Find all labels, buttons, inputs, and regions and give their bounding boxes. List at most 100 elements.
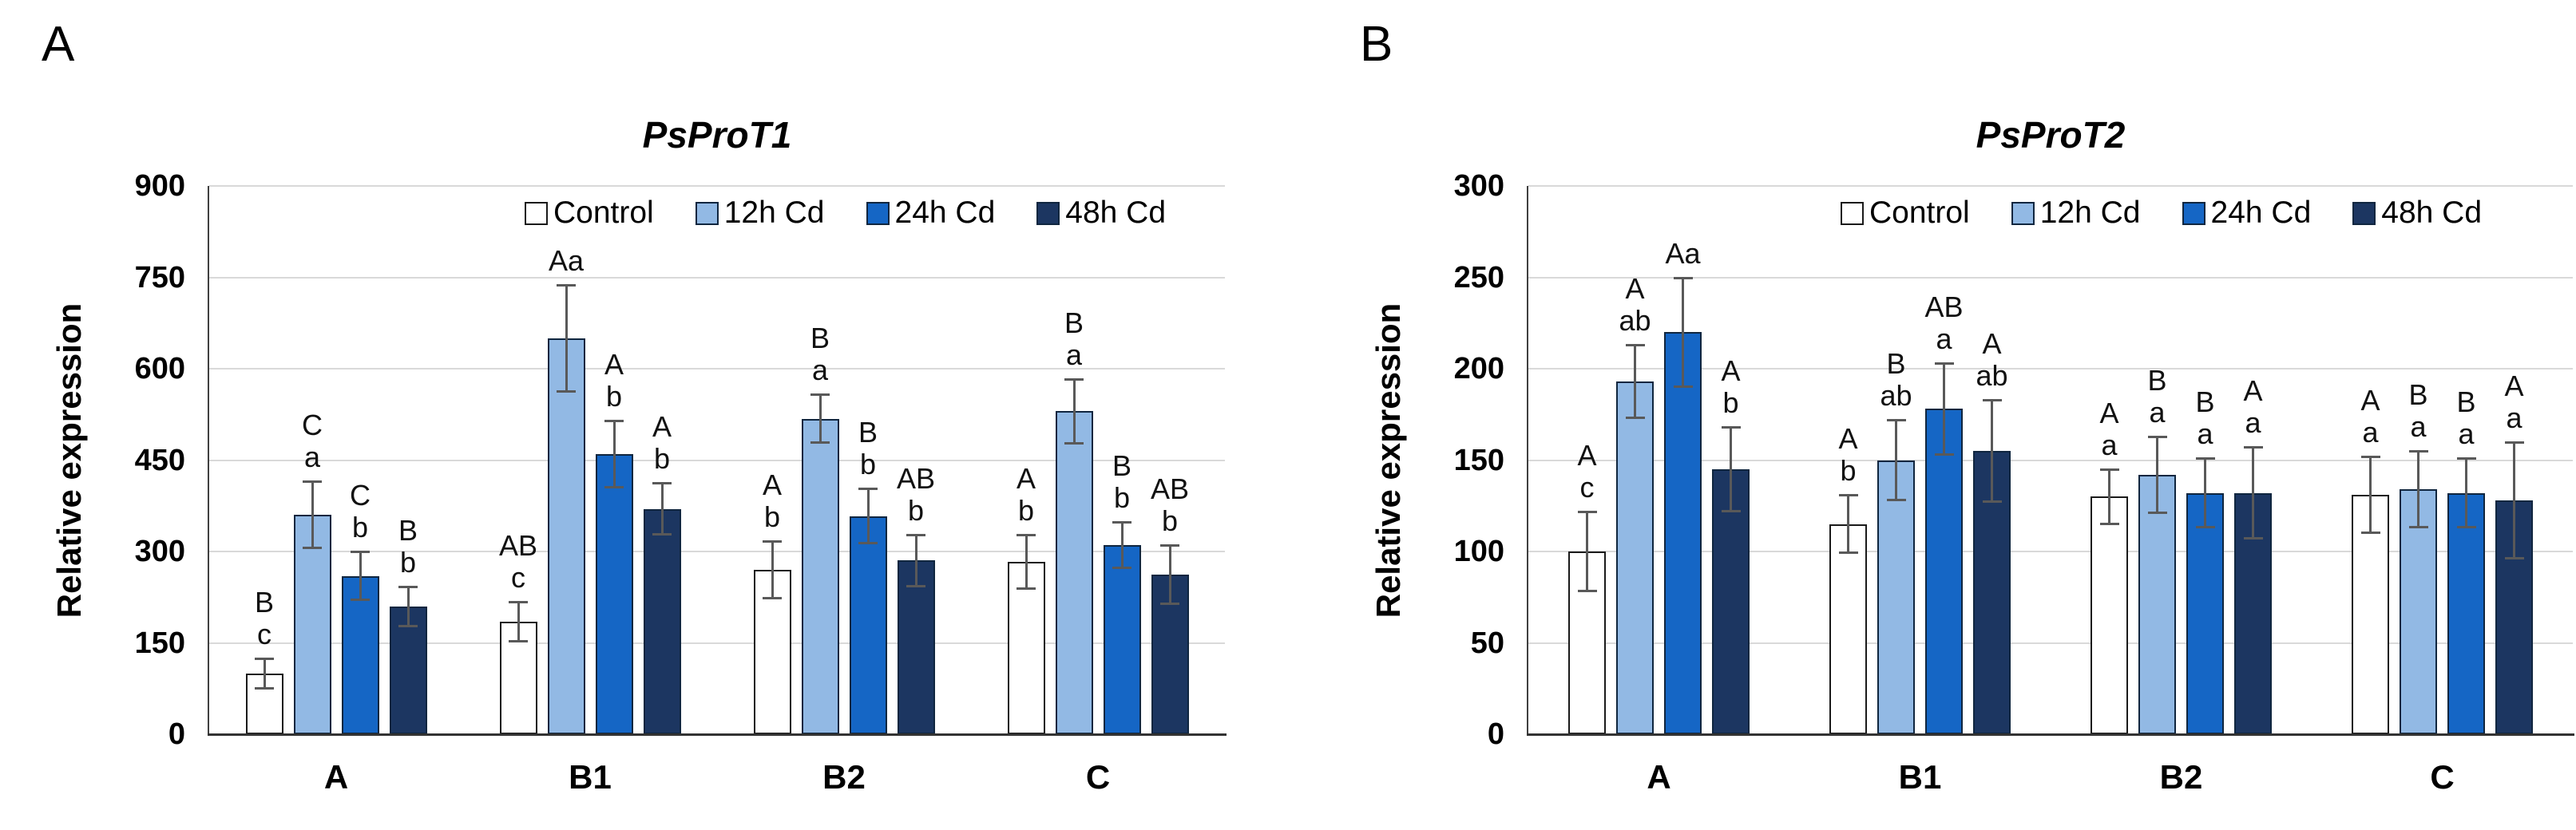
- error-bar-cap-top: [557, 283, 576, 287]
- gridline-250: [1528, 276, 2573, 279]
- bar-12h-cd-A: [1616, 381, 1654, 734]
- legend-swatch-control: [525, 201, 548, 225]
- error-bar-cap-top: [1982, 398, 2002, 401]
- bar-12h-cd-B1: [1877, 460, 1915, 734]
- bar-24h-cd-B1: [1925, 409, 1963, 734]
- error-bar: [517, 601, 520, 642]
- error-bar-cap-top: [1112, 521, 1131, 524]
- x-category-label-B2: B2: [2159, 758, 2203, 796]
- error-bar: [914, 534, 917, 587]
- error-bar: [2417, 451, 2419, 528]
- gridline-600: [209, 368, 1225, 370]
- error-bar-cap-top: [810, 393, 830, 397]
- legend-label: Control: [553, 196, 654, 230]
- gridline-450: [209, 459, 1225, 461]
- y-tick-label-750: 750: [134, 260, 185, 294]
- error-bar: [1682, 277, 1684, 387]
- error-bar-cap-bottom: [2099, 522, 2119, 525]
- error-bar-cap-top: [2408, 450, 2428, 453]
- error-bar-cap-bottom: [1673, 385, 1693, 388]
- error-bar: [2513, 441, 2515, 559]
- bar-12h-cd-B1: [547, 338, 585, 734]
- sig-letters: AB c: [498, 528, 538, 594]
- error-bar-cap-top: [2504, 441, 2524, 444]
- error-bar: [660, 482, 664, 536]
- error-bar-cap-bottom: [1838, 551, 1858, 555]
- error-bar-cap-top: [351, 551, 370, 553]
- error-bar-cap-bottom: [1886, 498, 1906, 501]
- error-bar: [771, 541, 774, 599]
- error-bar: [2369, 456, 2372, 534]
- legend-label: 12h Cd: [723, 196, 825, 230]
- error-bar: [1634, 345, 1636, 418]
- error-bar-cap-bottom: [1160, 602, 1179, 605]
- error-bar-cap-bottom: [763, 596, 782, 599]
- error-bar-cap-top: [763, 540, 782, 543]
- x-category-label-A: A: [323, 758, 349, 796]
- error-bar: [2465, 458, 2467, 528]
- error-bar-cap-bottom: [858, 542, 878, 545]
- error-bar-cap-top: [1721, 426, 1741, 429]
- y-tick-label-50: 50: [1470, 626, 1504, 660]
- bar-24h-cd-C: [1103, 545, 1141, 734]
- bar-48h-cd-B1: [643, 508, 681, 734]
- legend-swatch-48h-cd: [1036, 201, 1060, 225]
- gridline-150: [209, 642, 1225, 644]
- error-bar: [1586, 511, 1588, 592]
- bar-control-C: [1007, 561, 1045, 734]
- error-bar-cap-top: [2147, 435, 2167, 438]
- error-bar: [1120, 522, 1124, 569]
- error-bar-cap-top: [255, 657, 274, 660]
- bar-24h-cd-B2: [2186, 492, 2224, 734]
- y-tick-label-900: 900: [134, 169, 185, 203]
- legend-swatch-control: [1841, 201, 1864, 225]
- panel-letter-a: A: [42, 17, 75, 72]
- error-bar-cap-bottom: [1934, 453, 1954, 456]
- legend-item-24h-cd: 24h Cd: [866, 196, 995, 231]
- error-bar: [1024, 534, 1028, 590]
- panel-letter-b: B: [1360, 17, 1393, 72]
- error-bar-cap-top: [1017, 533, 1036, 536]
- gridline-100: [1528, 551, 2573, 552]
- legend-swatch-24h-cd: [2182, 201, 2205, 225]
- chart-title-psprot2: PsProT2: [1976, 114, 2126, 156]
- error-bar-cap-top: [1886, 419, 1906, 422]
- error-bar: [1730, 427, 1732, 512]
- error-bar-cap-top: [303, 480, 322, 484]
- legend-label: 48h Cd: [2381, 196, 2483, 230]
- sig-letters: Aa: [548, 243, 585, 277]
- error-bar-cap-top: [2243, 446, 2263, 449]
- x-category-label-B2: B2: [822, 758, 866, 796]
- error-bar-cap-top: [1064, 377, 1084, 381]
- error-bar: [1168, 545, 1171, 604]
- error-bar: [311, 481, 314, 549]
- error-bar-cap-bottom: [604, 485, 624, 488]
- bar-control-B2: [2091, 496, 2128, 734]
- sig-letters: AB b: [896, 461, 936, 527]
- error-bar-cap-top: [1934, 362, 1954, 366]
- error-bar: [1991, 399, 1993, 503]
- x-category-label-B1: B1: [569, 758, 612, 796]
- error-bar: [818, 394, 822, 444]
- error-bar: [1847, 495, 1849, 554]
- error-bar: [1943, 363, 1945, 455]
- bar-12h-cd-C: [2400, 489, 2437, 734]
- y-tick-label-150: 150: [134, 626, 185, 660]
- bar-24h-cd-B1: [595, 453, 633, 734]
